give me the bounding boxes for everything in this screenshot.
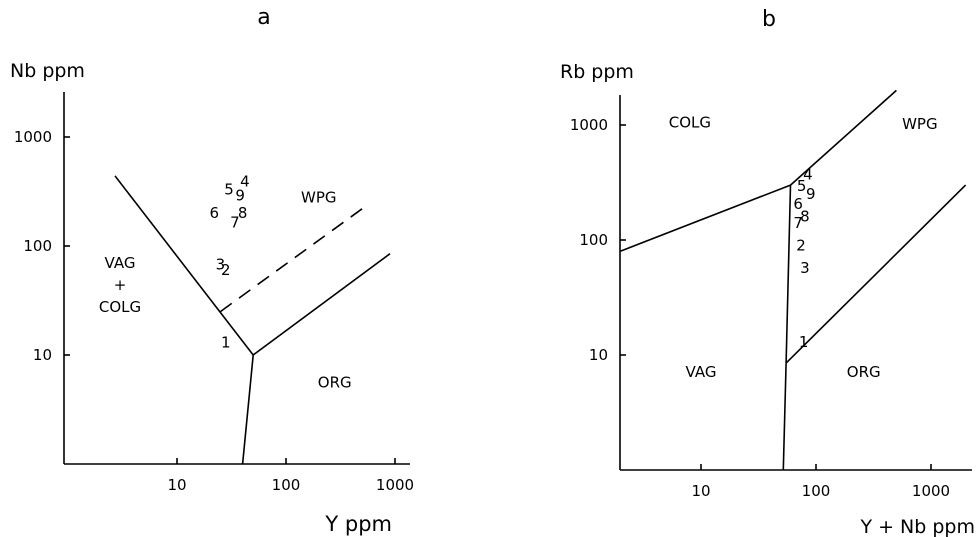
field-label: VAG xyxy=(105,254,136,272)
y-tick-label: 10 xyxy=(589,346,608,364)
sample-point-label: 6 xyxy=(793,195,803,213)
y-tick-label: 100 xyxy=(579,231,608,249)
sample-point-label: 5 xyxy=(797,177,807,195)
boundary-line xyxy=(620,184,791,252)
panel-a-ticks: 10 100 1000 10 100 1000 xyxy=(14,128,414,494)
sample-point-label: 3 xyxy=(216,255,226,273)
sample-point-label: 6 xyxy=(210,204,220,222)
panel-a-y-axis-label: Nb ppm xyxy=(10,60,85,82)
boundary-line xyxy=(782,363,787,471)
y-tick-label: 10 xyxy=(33,346,52,364)
x-tick-label: 1000 xyxy=(376,476,414,494)
boundary-line xyxy=(789,89,897,186)
sample-point-label: 8 xyxy=(800,208,810,226)
sample-point-label: 7 xyxy=(793,214,803,232)
panel-b-x-axis-label: Y + Nb ppm xyxy=(859,516,975,537)
boundary-line xyxy=(252,253,391,356)
boundary-line xyxy=(785,184,967,364)
field-label: ORG xyxy=(318,373,352,391)
sample-point-label: 1 xyxy=(799,333,809,351)
panel-b-ticks: 10 100 1000 10 100 1000 xyxy=(570,116,950,500)
y-tick-label: 1000 xyxy=(14,128,52,146)
field-label: VAG xyxy=(686,363,717,381)
panel-a-field-labels: VAG + COLG WPG ORG xyxy=(99,188,352,391)
sample-point-label: 4 xyxy=(803,166,813,184)
y-tick-label: 100 xyxy=(23,237,52,255)
boundary-line xyxy=(219,208,363,313)
sample-point-label: 2 xyxy=(796,236,806,254)
sample-point-label: 7 xyxy=(230,213,240,231)
field-label: WPG xyxy=(902,115,938,133)
x-tick-label: 100 xyxy=(272,476,301,494)
boundary-line xyxy=(241,354,254,465)
field-label: COLG xyxy=(99,298,141,316)
panel-b-field-boundaries xyxy=(620,89,967,471)
x-tick-label: 10 xyxy=(167,476,186,494)
sample-point-label: 9 xyxy=(235,187,245,205)
sample-point-label: 3 xyxy=(800,259,810,277)
sample-point-label: 5 xyxy=(224,180,234,198)
field-label: + xyxy=(114,276,127,294)
field-label: COLG xyxy=(669,114,711,132)
x-tick-label: 1000 xyxy=(912,482,950,500)
x-tick-label: 100 xyxy=(802,482,831,500)
sample-point-label: 9 xyxy=(806,185,816,203)
panel-a-x-axis-label: Y ppm xyxy=(324,512,392,536)
sample-point-label: 2 xyxy=(221,261,231,279)
panel-b-field-labels: COLG WPG VAG ORG xyxy=(669,114,938,382)
panel-a-field-boundaries xyxy=(114,175,391,465)
panel-a-label: a xyxy=(257,5,270,30)
field-label: WPG xyxy=(301,188,337,206)
field-label: ORG xyxy=(847,363,881,381)
panel-b-rb-vs-ynb: b Rb ppm Y + Nb ppm 10 100 1000 10 100 1000 C… xyxy=(560,7,975,537)
y-tick-label: 1000 xyxy=(570,116,608,134)
panel-b-y-axis-label: Rb ppm xyxy=(560,61,634,83)
boundary-line xyxy=(785,185,792,364)
panel-b-label: b xyxy=(762,7,776,32)
x-tick-label: 10 xyxy=(691,482,710,500)
sample-point-label: 1 xyxy=(221,334,231,352)
boundary-line xyxy=(114,175,254,356)
sample-point-label: 4 xyxy=(240,173,250,191)
panel-a-nb-vs-y: a Nb ppm Y ppm 10 100 1000 10 100 1000 VAG + CO… xyxy=(10,5,414,536)
sample-point-label: 8 xyxy=(238,204,248,222)
